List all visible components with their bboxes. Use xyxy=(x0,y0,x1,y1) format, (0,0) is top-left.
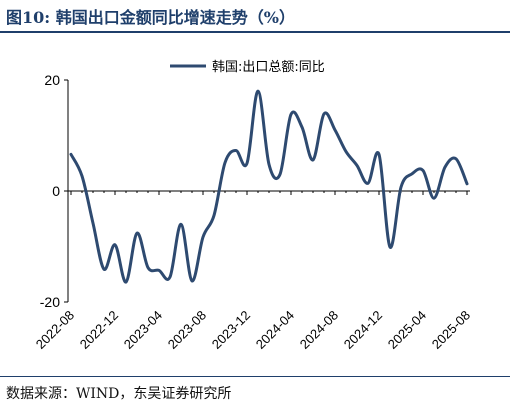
source-note: 数据来源：WIND，东吴证券研究所 xyxy=(6,386,232,402)
legend-label: 韩国:出口总额:同比 xyxy=(212,60,325,75)
y-tick-label: 0 xyxy=(52,183,60,199)
x-tick-label: 2025-08 xyxy=(429,308,473,352)
x-tick-label: 2022-12 xyxy=(77,308,121,352)
title-divider xyxy=(0,31,510,33)
x-tick-label: 2024-12 xyxy=(341,308,385,352)
x-tick-label: 2023-08 xyxy=(165,308,209,352)
title-bar: 图10: 韩国出口金额同比增速走势（%） xyxy=(0,0,510,33)
page-title: 图10: 韩国出口金额同比增速走势（%） xyxy=(6,8,295,27)
x-tick-label: 2024-04 xyxy=(253,308,297,352)
y-tick-label: 20 xyxy=(44,72,60,88)
series-line-korea-exports-yoy xyxy=(69,89,469,284)
x-tick-label: 2024-08 xyxy=(297,308,341,352)
x-tick-label: 2022-08 xyxy=(33,308,77,352)
x-tick-label: 2023-04 xyxy=(121,308,165,352)
line-chart: -20 0 20 2022-08 2022-12 2023-04 2023-08 2023-1… xyxy=(33,60,473,352)
x-tick-label: 2023-12 xyxy=(209,308,253,352)
x-tick-label: 2025-04 xyxy=(385,308,429,352)
y-tick-label: -20 xyxy=(40,294,60,310)
source-divider xyxy=(0,376,510,377)
